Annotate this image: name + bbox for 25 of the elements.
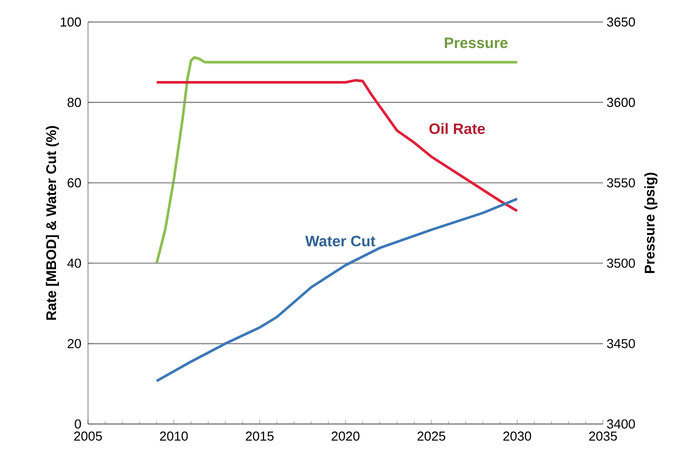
series-label: Pressure bbox=[444, 38, 508, 48]
y2-tick-label: 3400 bbox=[607, 419, 635, 429]
y-tick-label: 100 bbox=[60, 17, 81, 27]
x-tick-label: 2020 bbox=[332, 432, 360, 441]
y2-tick-label: 3500 bbox=[607, 258, 635, 268]
x-tick-label: 2030 bbox=[503, 432, 532, 441]
x-tick-label: 2010 bbox=[160, 432, 188, 441]
y2-tick-label: 3600 bbox=[607, 98, 635, 107]
series-label: Oil Rate bbox=[429, 123, 485, 134]
y-tick-label: 80 bbox=[68, 98, 81, 107]
x-tick-label: 2015 bbox=[246, 432, 274, 441]
x-tick-label: 2005 bbox=[74, 432, 102, 441]
y-axis-title: Rate [MBOD] & Water Cut (%) bbox=[46, 126, 59, 320]
x-tick-label: 2025 bbox=[418, 432, 446, 441]
y2-tick-label: 3650 bbox=[607, 17, 635, 27]
line-series bbox=[155, 198, 518, 382]
y-tick-label: 60 bbox=[68, 178, 81, 188]
series-label: Water Cut bbox=[305, 236, 376, 246]
y2-axis-title: Pressure (psig) bbox=[644, 172, 658, 274]
y2-tick-label: 3550 bbox=[607, 178, 635, 188]
x-tick-label: 2035 bbox=[589, 432, 617, 441]
y2-tick-label: 3450 bbox=[607, 338, 635, 348]
y-tick-label: 40 bbox=[67, 258, 81, 268]
y-tick-label: 0 bbox=[74, 419, 81, 429]
y-tick-label: 20 bbox=[68, 338, 81, 348]
